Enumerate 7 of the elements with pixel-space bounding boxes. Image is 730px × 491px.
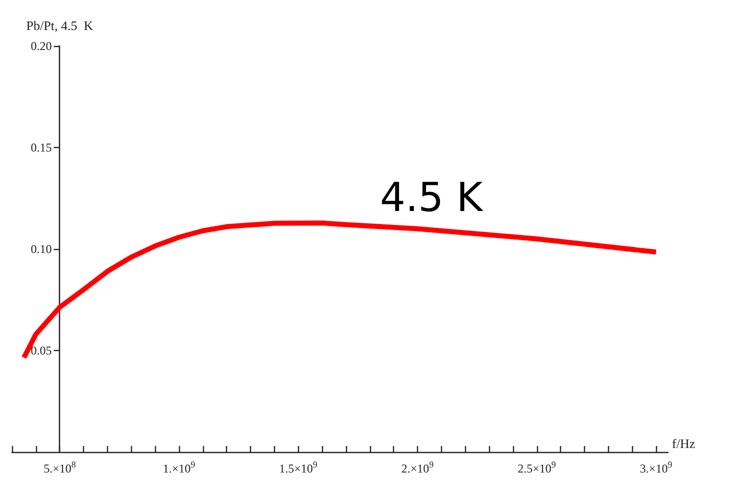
annotation: 4.5 K bbox=[380, 175, 484, 221]
y-tick-label: 0.20 bbox=[30, 39, 52, 53]
y-axis-title: Pb/Pt, 4.5 K bbox=[26, 18, 94, 33]
y-tick-label: 0.10 bbox=[30, 242, 52, 256]
x-axis-title: f/Hz bbox=[672, 436, 696, 451]
y-tick-label: 0.15 bbox=[30, 140, 52, 154]
y-tick-label: 0.05 bbox=[30, 344, 52, 358]
